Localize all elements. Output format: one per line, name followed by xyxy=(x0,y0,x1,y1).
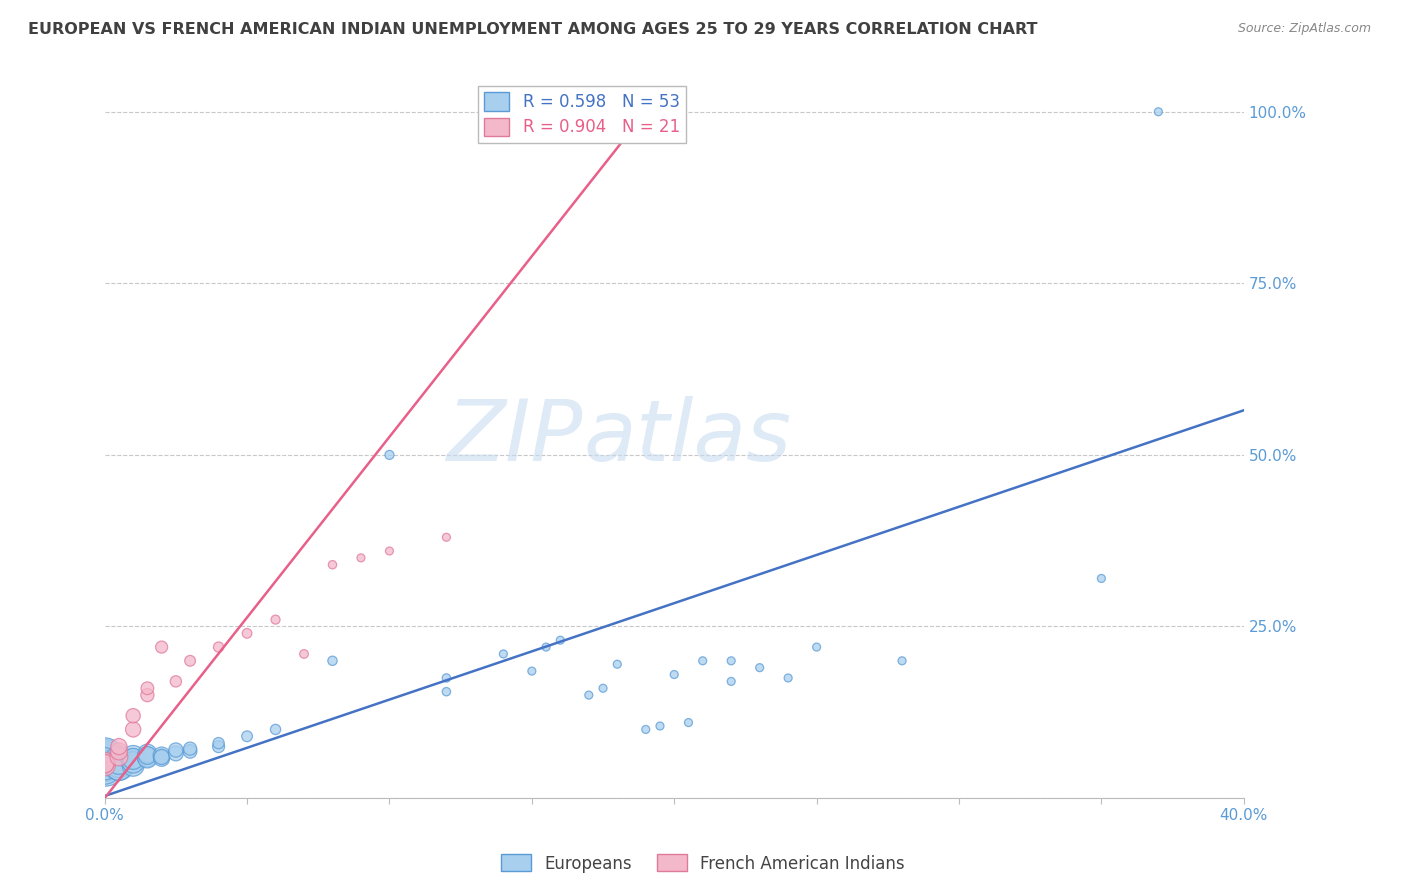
Point xyxy=(436,671,458,685)
Point xyxy=(122,723,145,737)
Point xyxy=(350,550,373,565)
Point xyxy=(165,743,187,757)
Text: ZIP: ZIP xyxy=(447,396,583,479)
Point xyxy=(492,647,515,661)
Point xyxy=(108,744,131,758)
Point xyxy=(592,681,614,696)
Point xyxy=(108,739,131,754)
Point xyxy=(122,753,145,767)
Point xyxy=(891,654,914,668)
Point xyxy=(108,753,131,767)
Point xyxy=(578,688,600,702)
Point xyxy=(150,640,173,654)
Point xyxy=(1147,104,1170,119)
Point xyxy=(436,684,458,698)
Point xyxy=(93,756,115,771)
Point xyxy=(93,753,115,767)
Point xyxy=(122,756,145,770)
Point xyxy=(108,756,131,771)
Point xyxy=(136,681,159,696)
Point xyxy=(136,688,159,702)
Point xyxy=(179,744,201,758)
Point xyxy=(207,739,229,754)
Point xyxy=(108,758,131,772)
Point xyxy=(678,715,700,730)
Point xyxy=(93,756,115,770)
Point xyxy=(321,558,343,572)
Point xyxy=(806,640,828,654)
Point xyxy=(93,756,115,771)
Point xyxy=(534,640,557,654)
Text: atlas: atlas xyxy=(583,396,792,479)
Point xyxy=(108,750,131,764)
Point xyxy=(292,647,315,661)
Point xyxy=(720,674,742,689)
Point xyxy=(150,750,173,764)
Point xyxy=(692,654,714,668)
Point xyxy=(648,719,671,733)
Point xyxy=(520,664,543,678)
Text: EUROPEAN VS FRENCH AMERICAN INDIAN UNEMPLOYMENT AMONG AGES 25 TO 29 YEARS CORREL: EUROPEAN VS FRENCH AMERICAN INDIAN UNEMP… xyxy=(28,22,1038,37)
Point xyxy=(748,661,770,675)
Point xyxy=(634,723,657,737)
Point xyxy=(122,708,145,723)
Point xyxy=(93,758,115,772)
Point xyxy=(122,752,145,766)
Point xyxy=(378,544,401,558)
Point xyxy=(264,723,287,737)
Point xyxy=(136,748,159,763)
Point xyxy=(179,741,201,756)
Point xyxy=(550,633,572,648)
Point xyxy=(236,729,259,743)
Point xyxy=(264,613,287,627)
Point xyxy=(606,657,628,672)
Point xyxy=(136,750,159,764)
Point xyxy=(93,756,115,771)
Legend: R = 0.598   N = 53, R = 0.904   N = 21: R = 0.598 N = 53, R = 0.904 N = 21 xyxy=(478,86,686,143)
Point xyxy=(150,748,173,763)
Point xyxy=(165,674,187,689)
Point xyxy=(236,626,259,640)
Point xyxy=(664,667,686,681)
Legend: Europeans, French American Indians: Europeans, French American Indians xyxy=(495,847,911,880)
Point xyxy=(122,750,145,764)
Point xyxy=(136,751,159,765)
Point xyxy=(122,758,145,772)
Text: Source: ZipAtlas.com: Source: ZipAtlas.com xyxy=(1237,22,1371,36)
Point xyxy=(436,530,458,544)
Point xyxy=(108,755,131,769)
Point xyxy=(1090,571,1112,585)
Point xyxy=(108,760,131,774)
Point xyxy=(150,751,173,765)
Point xyxy=(321,654,343,668)
Point xyxy=(93,750,115,764)
Point xyxy=(207,640,229,654)
Point xyxy=(165,747,187,761)
Point xyxy=(378,448,401,462)
Point xyxy=(778,671,800,685)
Point xyxy=(720,654,742,668)
Point xyxy=(207,736,229,750)
Point xyxy=(136,747,159,761)
Point xyxy=(93,760,115,774)
Point xyxy=(108,756,131,770)
Point xyxy=(179,654,201,668)
